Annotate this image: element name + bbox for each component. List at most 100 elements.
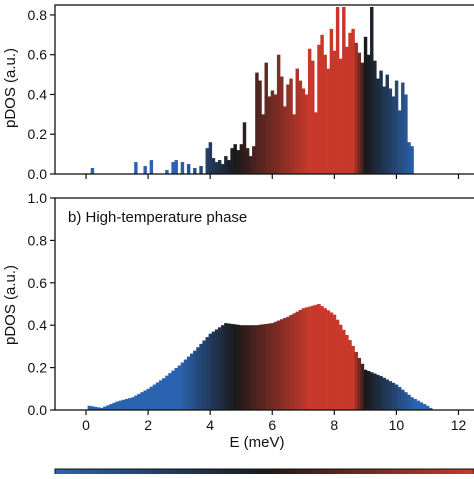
panel-b-xtick-label-4: 8 [330,417,338,433]
panel-b-bar-41 [214,329,219,410]
panel-b-bar-37 [202,340,206,410]
panel-a-bar-73 [397,110,402,174]
panel-a-bar-12 [208,142,213,174]
panel-b-bar-10 [118,400,123,410]
panel-b-bar-17 [140,392,144,410]
panel-b-ytick-label-3: 0.6 [28,275,48,291]
panel-a-bar-28 [258,80,262,174]
panel-b-bar-71 [307,306,312,410]
panel-a-bar-60 [357,52,362,174]
panel-b-bar-84 [348,340,352,410]
panel-b-bar-49 [239,325,244,410]
panel-b-bar-48 [236,324,241,410]
panel-b-bar-81 [338,324,343,410]
panel-a-bar-30 [264,62,268,174]
panel-a-bars [90,6,414,175]
panel-b-bar-51 [245,325,250,410]
panel-b-bar-69 [301,308,306,410]
panel-b-bar-80 [335,319,340,410]
panel-a-bar-72 [394,80,399,174]
panel-b-bar-83 [345,334,349,410]
panel-b-bar-27 [171,370,175,410]
panel-a-bar-6 [174,160,178,174]
panel-a-bar-74 [401,82,405,174]
panel-a-bar-33 [273,94,278,174]
panel-a-bar-66 [376,78,380,174]
panel-b-bar-91 [370,372,374,410]
panel-a-bar-9 [193,168,197,174]
panel-b-bar-61 [276,320,281,410]
panel-b-bar-82 [342,329,346,410]
panel-a-bar-11 [205,148,209,174]
panel-b-bar-0 [87,405,92,410]
panel-a-bar-40 [295,68,299,174]
panel-b-bar-98 [391,382,396,410]
panel-b-bar-43 [221,325,225,410]
panel-b-bar-103 [407,394,411,410]
panel-a-bar-46 [314,112,318,174]
panel-b-axes: 0 2 4 6 8 10 12 0.0 0.2 0.4 0.6 0.8 1.0 [28,190,474,433]
panel-b-bar-13 [127,398,132,410]
panel-a-bar-49 [323,54,327,174]
panel-a-bar-3 [149,160,154,174]
panel-b-bar-15 [134,395,138,410]
panel-b-bar-21 [152,384,157,410]
panel-a-bar-43 [304,94,309,174]
panel-b-bar-23 [158,380,163,410]
panel-b-bar-53 [252,325,256,410]
panel-b-bar-67 [295,311,299,410]
panel-b-bar-22 [155,382,160,410]
panel-b-bar-106 [416,400,421,410]
panel-a-ytick-label-0: 0.0 [28,166,48,182]
panel-b-bar-78 [329,312,334,410]
panel-b-bar-56 [261,324,265,410]
panel-a-ytick-label-2: 0.4 [28,86,48,102]
panel-b-bar-35 [196,347,200,410]
panel-a-bar-38 [289,78,293,174]
panel-b-bar-4 [100,407,104,410]
panel-b-bar-74 [317,304,321,410]
panel-b-bar-90 [366,370,371,410]
panel-a-bar-45 [311,60,315,174]
panel-a-bar-36 [283,106,287,174]
panel-a-bar-44 [307,48,312,174]
panel-b-ytick-label-4: 0.8 [28,232,48,248]
panel-a-bar-65 [373,60,377,174]
panel-b-bar-47 [233,324,237,410]
panel-a-bar-59 [354,42,358,174]
panel-a-bar-42 [301,88,306,174]
panel-a-low-temperature: 0.0 0.2 0.4 0.6 0.8 pDOS (a.u.) [2,4,474,182]
panel-b-bars [87,304,433,410]
panel-b-bar-70 [304,307,309,410]
panel-a-ytick-label-3: 0.6 [28,47,48,63]
panel-b-annotation: b) High-temperature phase [68,209,247,226]
panel-b-ytick-label-5: 1.0 [28,190,48,206]
panel-b-bar-36 [199,343,203,410]
panel-a-bar-2 [143,166,147,174]
panel-a-bar-34 [276,54,281,174]
panel-b-bar-29 [177,365,182,410]
panel-a-bar-35 [280,76,284,174]
panel-b-bar-85 [351,345,355,410]
panel-a-bar-61 [360,62,365,174]
panel-b-bar-14 [131,397,135,410]
panel-a-bar-14 [214,162,219,174]
panel-b-bar-2 [93,406,98,410]
panel-b-xlabel: E (meV) [229,434,284,451]
panel-b-bar-3 [96,407,101,410]
panel-b-bar-45 [227,323,231,410]
panel-b-bar-60 [273,321,278,410]
panel-b-ylabel: pDOS (a.u.) [2,265,19,345]
panel-b-bar-89 [363,369,368,410]
panel-b-xtick-label-5: 10 [389,417,405,433]
panel-a-bar-70 [388,88,393,174]
panel-b-bar-33 [190,353,194,410]
panel-a-bar-52 [332,50,337,175]
panel-b-xtick-label-2: 4 [206,417,214,433]
panel-a-bar-37 [286,84,290,174]
panel-b-bar-65 [289,315,293,410]
panel-a-bar-32 [270,90,275,174]
panel-a-bar-4 [165,170,169,174]
